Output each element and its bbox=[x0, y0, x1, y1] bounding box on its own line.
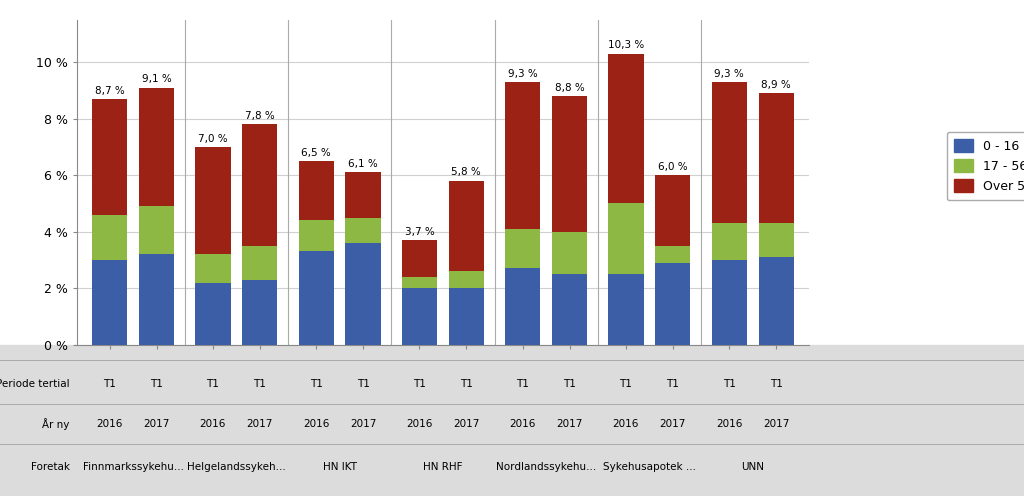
Bar bbox=[196, 254, 230, 283]
Text: 2017: 2017 bbox=[659, 419, 686, 429]
Bar bbox=[552, 274, 587, 345]
Bar bbox=[345, 243, 381, 345]
Bar bbox=[759, 257, 794, 345]
Bar bbox=[299, 251, 334, 345]
Text: 5,8 %: 5,8 % bbox=[452, 168, 481, 178]
Text: 2016: 2016 bbox=[200, 419, 226, 429]
Bar bbox=[139, 88, 174, 206]
Bar bbox=[505, 268, 541, 345]
Text: 2017: 2017 bbox=[454, 419, 479, 429]
Text: 2016: 2016 bbox=[612, 419, 639, 429]
Text: Sykehusapotek ...: Sykehusapotek ... bbox=[603, 462, 696, 472]
Bar bbox=[401, 288, 437, 345]
Bar bbox=[401, 240, 437, 277]
Bar bbox=[552, 232, 587, 274]
Text: T1: T1 bbox=[563, 379, 577, 389]
Text: 6,1 %: 6,1 % bbox=[348, 159, 378, 169]
Bar bbox=[243, 246, 278, 280]
Text: HN RHF: HN RHF bbox=[423, 462, 463, 472]
Text: Finnmarkssykehu...: Finnmarkssykehu... bbox=[83, 462, 183, 472]
Text: Periode tertial: Periode tertial bbox=[0, 379, 70, 389]
Bar bbox=[92, 99, 127, 215]
Legend: 0 - 16 dager, 17 - 56 dager, Over 56 dager: 0 - 16 dager, 17 - 56 dager, Over 56 dag… bbox=[946, 132, 1024, 200]
Bar bbox=[655, 246, 690, 263]
Text: 7,0 %: 7,0 % bbox=[198, 133, 227, 143]
Text: 9,3 %: 9,3 % bbox=[508, 68, 538, 78]
Text: 8,9 %: 8,9 % bbox=[761, 80, 791, 90]
Text: T1: T1 bbox=[151, 379, 163, 389]
Bar bbox=[196, 147, 230, 254]
Bar bbox=[608, 274, 643, 345]
Text: T1: T1 bbox=[516, 379, 529, 389]
Bar bbox=[139, 254, 174, 345]
Bar bbox=[92, 260, 127, 345]
Text: T1: T1 bbox=[770, 379, 782, 389]
Bar bbox=[712, 82, 746, 223]
Text: T1: T1 bbox=[207, 379, 219, 389]
Text: UNN: UNN bbox=[741, 462, 764, 472]
Text: T1: T1 bbox=[356, 379, 370, 389]
Bar bbox=[655, 263, 690, 345]
Bar bbox=[299, 161, 334, 220]
Text: Foretak: Foretak bbox=[31, 462, 70, 472]
Text: Nordlandssykehu...: Nordlandssykehu... bbox=[496, 462, 596, 472]
Text: 2017: 2017 bbox=[143, 419, 170, 429]
Bar bbox=[449, 181, 484, 271]
Text: 6,0 %: 6,0 % bbox=[658, 162, 688, 172]
Text: T1: T1 bbox=[103, 379, 116, 389]
Bar bbox=[196, 283, 230, 345]
Bar bbox=[243, 280, 278, 345]
Text: T1: T1 bbox=[253, 379, 266, 389]
Text: 2016: 2016 bbox=[716, 419, 742, 429]
Text: 2016: 2016 bbox=[510, 419, 536, 429]
Text: 6,5 %: 6,5 % bbox=[301, 148, 331, 158]
Text: 9,3 %: 9,3 % bbox=[715, 68, 744, 78]
Text: T1: T1 bbox=[667, 379, 679, 389]
Bar bbox=[345, 218, 381, 243]
Text: 7,8 %: 7,8 % bbox=[245, 111, 274, 121]
Bar bbox=[243, 124, 278, 246]
Bar bbox=[759, 93, 794, 223]
Text: T1: T1 bbox=[413, 379, 426, 389]
Text: T1: T1 bbox=[723, 379, 735, 389]
Text: 2017: 2017 bbox=[763, 419, 790, 429]
Text: 2017: 2017 bbox=[556, 419, 583, 429]
Text: 3,7 %: 3,7 % bbox=[404, 227, 434, 237]
Text: 2017: 2017 bbox=[247, 419, 273, 429]
Bar bbox=[449, 288, 484, 345]
Text: 2017: 2017 bbox=[350, 419, 376, 429]
Text: T1: T1 bbox=[620, 379, 633, 389]
Text: 2016: 2016 bbox=[303, 419, 330, 429]
Text: 10,3 %: 10,3 % bbox=[608, 40, 644, 51]
Bar bbox=[505, 82, 541, 229]
Bar bbox=[345, 173, 381, 218]
Bar bbox=[401, 277, 437, 288]
Text: T1: T1 bbox=[460, 379, 473, 389]
Text: T1: T1 bbox=[309, 379, 323, 389]
Bar bbox=[608, 54, 643, 203]
Text: 8,7 %: 8,7 % bbox=[95, 85, 125, 96]
Bar bbox=[655, 175, 690, 246]
Bar bbox=[552, 96, 587, 232]
Bar bbox=[449, 271, 484, 288]
Text: År ny: År ny bbox=[42, 418, 70, 430]
Bar bbox=[712, 260, 746, 345]
Text: 9,1 %: 9,1 % bbox=[141, 74, 171, 84]
Text: 2016: 2016 bbox=[407, 419, 432, 429]
Bar bbox=[139, 206, 174, 254]
Text: 8,8 %: 8,8 % bbox=[555, 83, 585, 93]
Text: Helgelandssykeh...: Helgelandssykeh... bbox=[187, 462, 286, 472]
Bar bbox=[608, 203, 643, 274]
Text: HN IKT: HN IKT bbox=[323, 462, 356, 472]
Bar bbox=[759, 223, 794, 257]
Bar bbox=[92, 215, 127, 260]
Bar bbox=[505, 229, 541, 268]
Bar bbox=[712, 223, 746, 260]
Bar bbox=[299, 220, 334, 251]
Text: 2016: 2016 bbox=[96, 419, 123, 429]
